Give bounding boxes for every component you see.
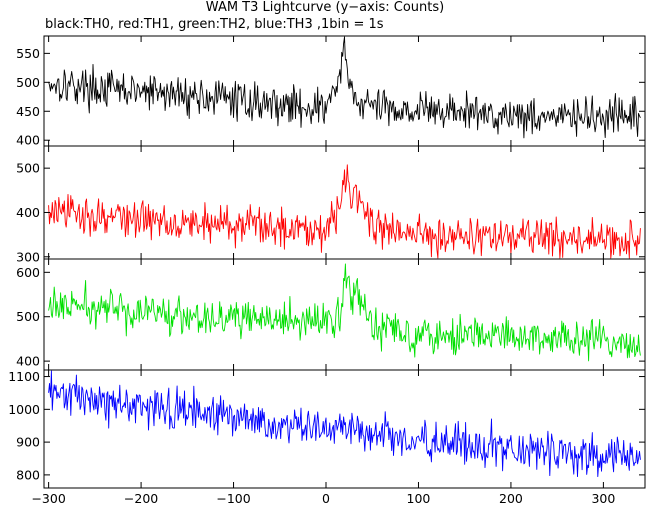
x-tick-label: 0: [322, 491, 330, 505]
panel-frame-th3: [43, 369, 646, 489]
x-tick-label: 100: [407, 491, 431, 505]
y-tick-label-th0: 500: [16, 75, 40, 90]
chart-title: WAM T3 Lightcurve (y−axis: Counts): [205, 0, 445, 15]
series-line-th2: [48, 263, 641, 362]
x-tick-label: 300: [591, 491, 615, 505]
series-line-th0: [48, 36, 641, 139]
panel-frame-th0: [43, 35, 646, 147]
x-tick-label: −100: [216, 491, 250, 505]
y-tick-label-th0: 550: [16, 46, 40, 61]
chart-subtitle: black:TH0, red:TH1, green:TH2, blue:TH3 …: [45, 17, 384, 32]
y-tick-label-th3: 1000: [8, 402, 40, 417]
y-tick-label-th0: 450: [16, 104, 40, 119]
x-tick-label: 200: [499, 491, 523, 505]
y-tick-label-th3: 900: [16, 435, 40, 450]
y-tick-label-th1: 300: [16, 249, 40, 264]
y-tick-label-th0: 400: [16, 133, 40, 148]
y-tick-label-th2: 400: [16, 354, 40, 369]
series-line-th3: [48, 370, 641, 478]
series-line-th1: [48, 164, 641, 259]
x-tick-label: −300: [31, 491, 65, 505]
y-tick-label-th3: 800: [16, 467, 40, 482]
y-tick-label-th2: 600: [16, 265, 40, 280]
y-tick-label-th1: 500: [16, 161, 40, 176]
y-tick-label-th2: 500: [16, 309, 40, 324]
y-tick-label-th3: 1100: [8, 369, 40, 384]
panel-frame-th1: [43, 145, 646, 260]
x-tick-label: −200: [124, 491, 158, 505]
y-tick-label-th1: 400: [16, 205, 40, 220]
